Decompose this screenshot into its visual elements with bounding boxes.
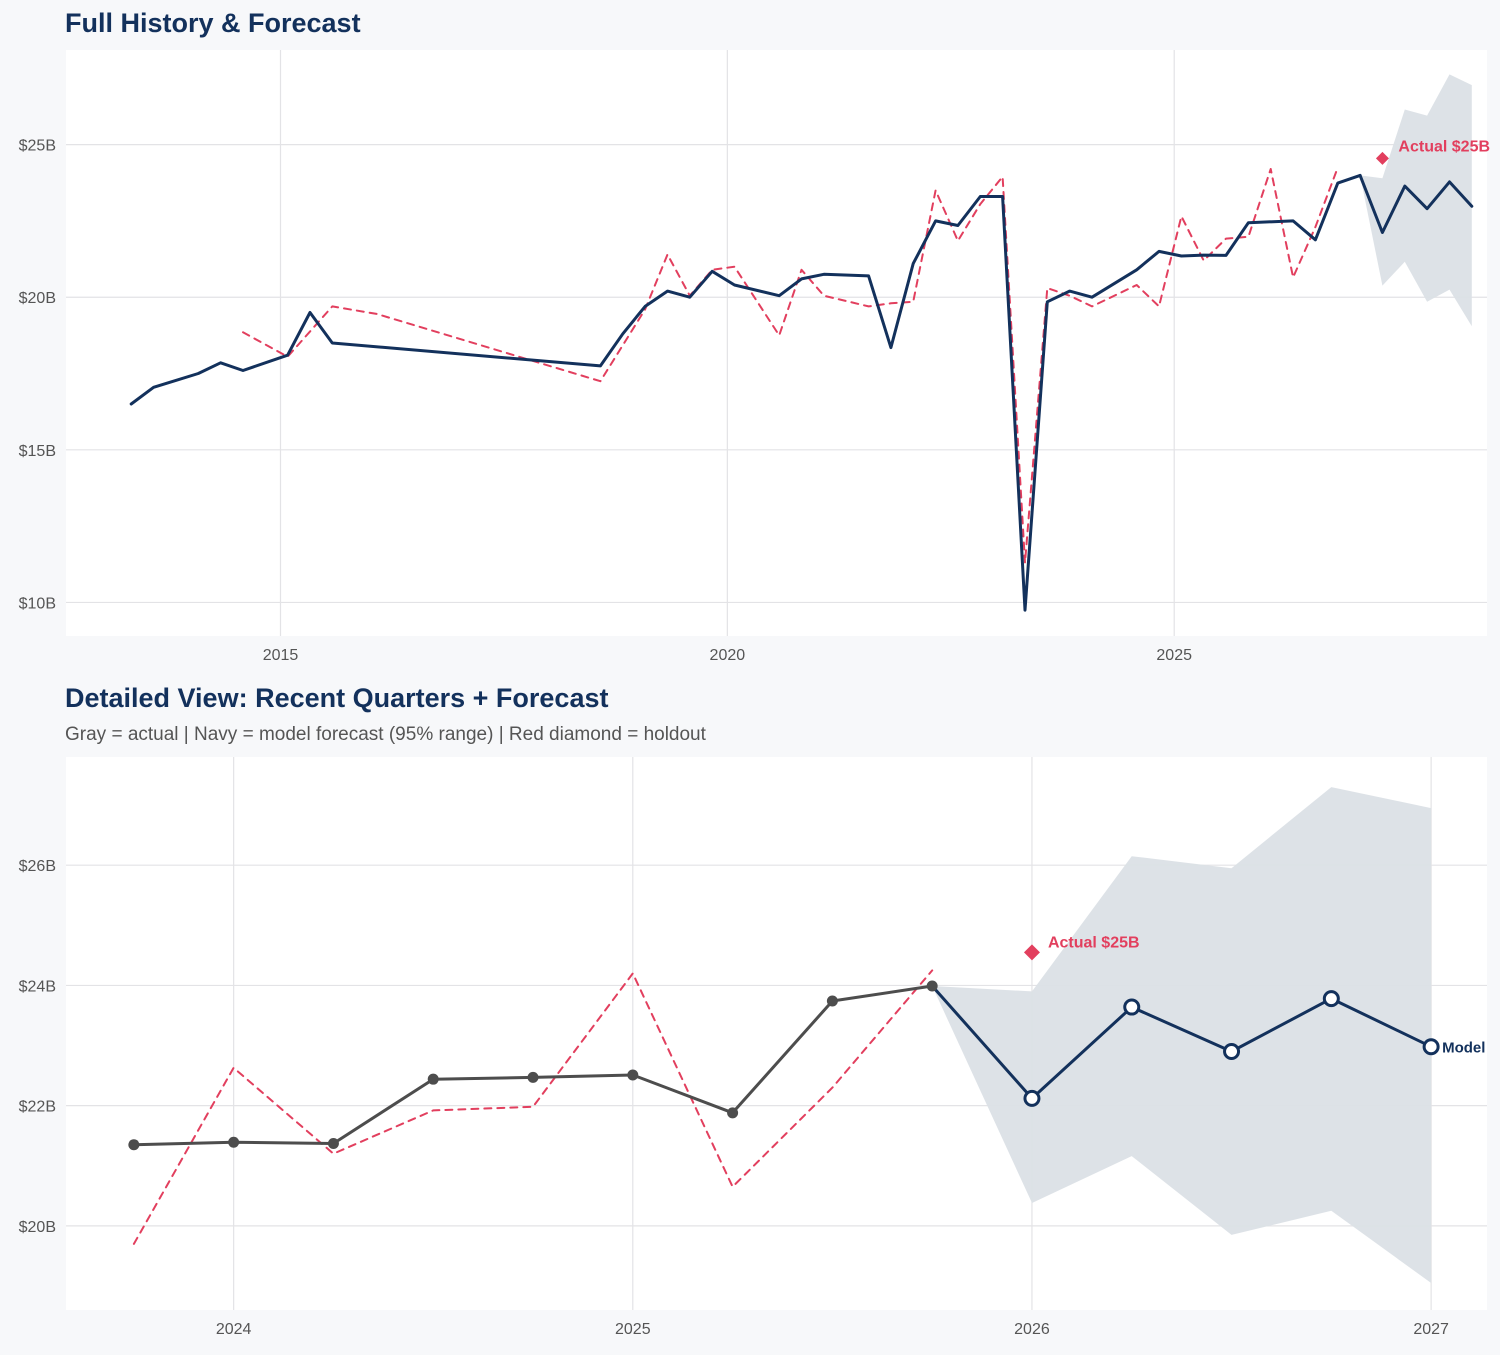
chart-subtitle: Gray = actual | Navy = model forecast (9… <box>65 724 707 745</box>
actual-point <box>228 1136 240 1148</box>
chart-title: Detailed View: Recent Quarters + Forecas… <box>65 683 608 713</box>
y-tick-label: $25B <box>19 138 56 155</box>
chart-title: Full History & Forecast <box>65 8 361 38</box>
model-end-label: Model <box>1442 1040 1485 1057</box>
plot-panel <box>66 50 1487 636</box>
actual-point <box>826 995 838 1007</box>
forecast-point <box>1322 990 1340 1008</box>
holdout-diamond <box>1023 944 1040 961</box>
fitted-line <box>132 969 934 1245</box>
holdout-diamond <box>1375 151 1389 165</box>
y-tick-label: $20B <box>19 290 56 307</box>
actual-line <box>129 173 1362 612</box>
y-tick-label: $20B <box>19 1219 56 1236</box>
actual-point <box>627 1069 639 1081</box>
forecast-point <box>1422 1038 1440 1056</box>
detailed-view-chart: Detailed View: Recent Quarters + Forecas… <box>19 683 1487 1338</box>
y-tick-label: $22B <box>19 1099 56 1116</box>
holdout-label: Actual $25B <box>1398 138 1490 155</box>
y-tick-label: $24B <box>19 978 56 995</box>
x-tick-label: 2025 <box>615 1321 651 1338</box>
forecast-band-95 <box>932 787 1432 1283</box>
actual-point <box>128 1139 140 1151</box>
full-history-chart: Full History & Forecast 2015 2020 2025 $10B $… <box>19 8 1490 664</box>
x-tick-label: 2015 <box>263 647 299 664</box>
y-tick-label: $10B <box>19 595 56 612</box>
x-tick-label: 2024 <box>216 1321 252 1338</box>
actual-point <box>427 1073 439 1085</box>
x-tick-label: 2026 <box>1014 1321 1050 1338</box>
holdout-label: Actual $25B <box>1048 934 1140 951</box>
actual-point <box>926 980 938 992</box>
actual-point <box>327 1137 339 1149</box>
y-tick-label: $26B <box>19 858 56 875</box>
forecast-point <box>1023 1089 1041 1107</box>
forecast-point <box>1223 1043 1241 1061</box>
forecast-band-95 <box>1360 74 1472 327</box>
model-forecast-line <box>930 984 1433 1100</box>
x-tick-label: 2025 <box>1156 647 1192 664</box>
y-tick-label: $15B <box>19 443 56 460</box>
forecast-point <box>1123 998 1141 1016</box>
x-tick-label: 2027 <box>1413 1321 1449 1338</box>
fitted-line <box>242 166 1339 564</box>
actual-point <box>727 1107 739 1119</box>
x-tick-label: 2020 <box>710 647 746 664</box>
model-forecast-line <box>1358 173 1474 234</box>
actual-point <box>527 1071 539 1083</box>
